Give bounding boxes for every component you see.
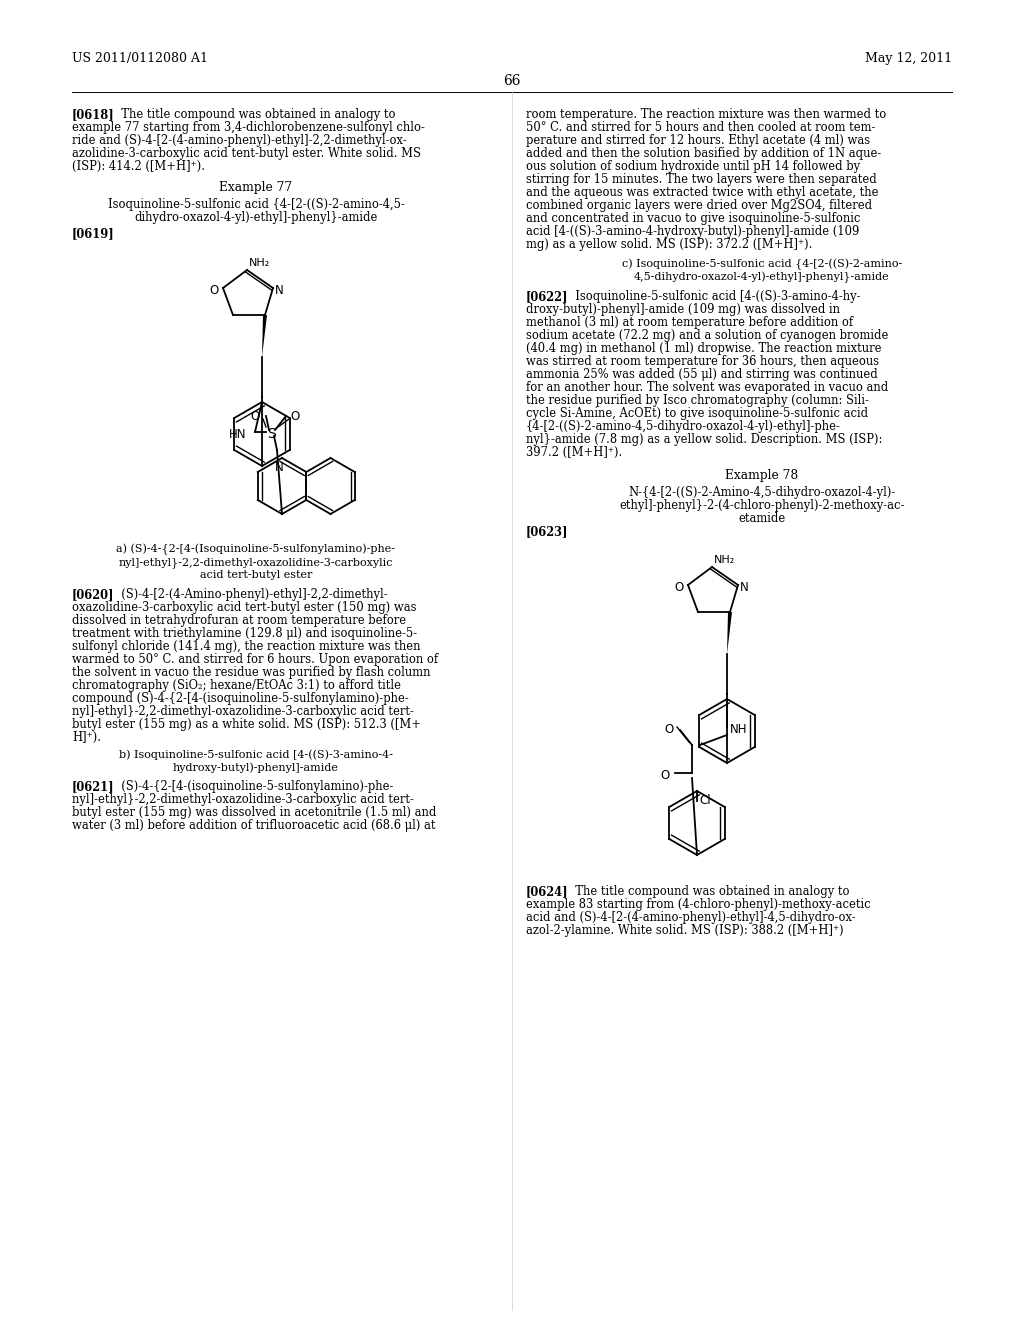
Text: O: O [250,411,259,422]
Text: warmed to 50° C. and stirred for 6 hours. Upon evaporation of: warmed to 50° C. and stirred for 6 hours… [72,653,438,667]
Text: nyl]-ethyl}-2,2-dimethyl-oxazolidine-3-carboxylic: nyl]-ethyl}-2,2-dimethyl-oxazolidine-3-c… [119,557,393,568]
Text: stirring for 15 minutes. The two layers were then separated: stirring for 15 minutes. The two layers … [526,173,877,186]
Text: [0624]: [0624] [526,884,568,898]
Text: O: O [660,770,670,781]
Text: and the aqueous was extracted twice with ethyl acetate, the: and the aqueous was extracted twice with… [526,186,879,199]
Text: US 2011/0112080 A1: US 2011/0112080 A1 [72,51,208,65]
Text: Example 77: Example 77 [219,181,293,194]
Text: Isoquinoline-5-sulfonic acid [4-((S)-3-amino-4-hy-: Isoquinoline-5-sulfonic acid [4-((S)-3-a… [568,290,860,304]
Text: (S)-4-[2-(4-Amino-phenyl)-ethyl]-2,2-dimethyl-: (S)-4-[2-(4-Amino-phenyl)-ethyl]-2,2-dim… [114,587,388,601]
Text: combined organic layers were dried over Mg2SO4, filtered: combined organic layers were dried over … [526,199,872,213]
Text: butyl ester (155 mg) was dissolved in acetonitrile (1.5 ml) and: butyl ester (155 mg) was dissolved in ac… [72,807,436,818]
Text: b) Isoquinoline-5-sulfonic acid [4-((S)-3-amino-4-: b) Isoquinoline-5-sulfonic acid [4-((S)-… [119,748,393,759]
Text: [0619]: [0619] [72,227,115,240]
Text: chromatography (SiO₂; hexane/EtOAc 3:1) to afford title: chromatography (SiO₂; hexane/EtOAc 3:1) … [72,678,401,692]
Text: added and then the solution basified by addition of 1N aque-: added and then the solution basified by … [526,147,882,160]
Text: NH₂: NH₂ [714,554,735,565]
Text: c) Isoquinoline-5-sulfonic acid {4-[2-((S)-2-amino-: c) Isoquinoline-5-sulfonic acid {4-[2-((… [622,259,902,271]
Text: 50° C. and stirred for 5 hours and then cooled at room tem-: 50° C. and stirred for 5 hours and then … [526,121,876,135]
Text: NH₂: NH₂ [249,257,270,268]
Text: N: N [275,284,284,297]
Text: treatment with triethylamine (129.8 μl) and isoquinoline-5-: treatment with triethylamine (129.8 μl) … [72,627,417,640]
Text: Cl: Cl [699,795,711,807]
Text: water (3 ml) before addition of trifluoroacetic acid (68.6 μl) at: water (3 ml) before addition of trifluor… [72,818,435,832]
Text: 66: 66 [503,74,521,88]
Polygon shape [727,612,732,653]
Text: was stirred at room temperature for 36 hours, then aqueous: was stirred at room temperature for 36 h… [526,355,880,368]
Text: nyl}-amide (7.8 mg) as a yellow solid. Description. MS (ISP):: nyl}-amide (7.8 mg) as a yellow solid. D… [526,433,883,446]
Text: [0623]: [0623] [526,525,568,539]
Text: 397.2 ([M+H]⁺).: 397.2 ([M+H]⁺). [526,446,623,459]
Text: The title compound was obtained in analogy to: The title compound was obtained in analo… [568,884,850,898]
Text: butyl ester (155 mg) as a white solid. MS (ISP): 512.3 ([M+: butyl ester (155 mg) as a white solid. M… [72,718,421,731]
Text: methanol (3 ml) at room temperature before addition of: methanol (3 ml) at room temperature befo… [526,315,853,329]
Text: O: O [664,723,673,737]
Text: ethyl]-phenyl}-2-(4-chloro-phenyl)-2-methoxy-ac-: ethyl]-phenyl}-2-(4-chloro-phenyl)-2-met… [620,499,904,512]
Text: azolidine-3-carboxylic acid tent-butyl ester. White solid. MS: azolidine-3-carboxylic acid tent-butyl e… [72,147,421,160]
Text: acid tert-butyl ester: acid tert-butyl ester [200,570,312,579]
Text: N: N [740,581,749,594]
Text: [0622]: [0622] [526,290,568,304]
Text: ride and (S)-4-[2-(4-amino-phenyl)-ethyl]-2,2-dimethyl-ox-: ride and (S)-4-[2-(4-amino-phenyl)-ethyl… [72,135,407,147]
Text: Example 78: Example 78 [725,469,799,482]
Text: O: O [209,284,218,297]
Text: Isoquinoline-5-sulfonic acid {4-[2-((S)-2-amino-4,5-: Isoquinoline-5-sulfonic acid {4-[2-((S)-… [108,198,404,211]
Text: room temperature. The reaction mixture was then warmed to: room temperature. The reaction mixture w… [526,108,886,121]
Text: O: O [674,581,683,594]
Text: The title compound was obtained in analogy to: The title compound was obtained in analo… [114,108,395,121]
Text: nyl]-ethyl}-2,2-dimethyl-oxazolidine-3-carboxylic acid tert-: nyl]-ethyl}-2,2-dimethyl-oxazolidine-3-c… [72,705,414,718]
Text: the solvent in vacuo the residue was purified by flash column: the solvent in vacuo the residue was pur… [72,667,430,678]
Text: example 77 starting from 3,4-dichlorobenzene-sulfonyl chlo-: example 77 starting from 3,4-dichloroben… [72,121,425,135]
Text: (40.4 mg) in methanol (1 ml) dropwise. The reaction mixture: (40.4 mg) in methanol (1 ml) dropwise. T… [526,342,882,355]
Text: [0618]: [0618] [72,108,115,121]
Text: hydroxy-butyl)-phenyl]-amide: hydroxy-butyl)-phenyl]-amide [173,762,339,772]
Text: ammonia 25% was added (55 μl) and stirring was continued: ammonia 25% was added (55 μl) and stirri… [526,368,878,381]
Text: S: S [267,426,275,441]
Text: H]⁺).: H]⁺). [72,731,101,744]
Text: perature and stirred for 12 hours. Ethyl acetate (4 ml) was: perature and stirred for 12 hours. Ethyl… [526,135,870,147]
Text: and concentrated in vacuo to give isoquinoline-5-sulfonic: and concentrated in vacuo to give isoqui… [526,213,860,224]
Text: N-{4-[2-((S)-2-Amino-4,5-dihydro-oxazol-4-yl)-: N-{4-[2-((S)-2-Amino-4,5-dihydro-oxazol-… [629,486,896,499]
Text: dihydro-oxazol-4-yl)-ethyl]-phenyl}-amide: dihydro-oxazol-4-yl)-ethyl]-phenyl}-amid… [134,211,378,224]
Text: the residue purified by Isco chromatography (column: Sili-: the residue purified by Isco chromatogra… [526,393,869,407]
Text: [0621]: [0621] [72,780,115,793]
Text: May 12, 2011: May 12, 2011 [865,51,952,65]
Text: (S)-4-{2-[4-(isoquinoline-5-sulfonylamino)-phe-: (S)-4-{2-[4-(isoquinoline-5-sulfonylamin… [114,780,393,793]
Text: ous solution of sodium hydroxide until pH 14 followed by: ous solution of sodium hydroxide until p… [526,160,860,173]
Text: O: O [290,411,299,422]
Text: 4,5-dihydro-oxazol-4-yl)-ethyl]-phenyl}-amide: 4,5-dihydro-oxazol-4-yl)-ethyl]-phenyl}-… [634,272,890,284]
Text: droxy-butyl)-phenyl]-amide (109 mg) was dissolved in: droxy-butyl)-phenyl]-amide (109 mg) was … [526,304,840,315]
Text: mg) as a yellow solid. MS (ISP): 372.2 ([M+H]⁺).: mg) as a yellow solid. MS (ISP): 372.2 (… [526,238,812,251]
Text: cycle Si-Amine, AcOEt) to give isoquinoline-5-sulfonic acid: cycle Si-Amine, AcOEt) to give isoquinol… [526,407,868,420]
Text: {4-[2-((S)-2-amino-4,5-dihydro-oxazol-4-yl)-ethyl]-phe-: {4-[2-((S)-2-amino-4,5-dihydro-oxazol-4-… [526,420,841,433]
Text: NH: NH [730,723,748,737]
Text: oxazolidine-3-carboxylic acid tert-butyl ester (150 mg) was: oxazolidine-3-carboxylic acid tert-butyl… [72,601,417,614]
Text: etamide: etamide [738,512,785,525]
Text: example 83 starting from (4-chloro-phenyl)-methoxy-acetic: example 83 starting from (4-chloro-pheny… [526,898,870,911]
Text: N: N [274,461,284,474]
Text: for an another hour. The solvent was evaporated in vacuo and: for an another hour. The solvent was eva… [526,381,888,393]
Polygon shape [262,315,267,356]
Text: nyl]-ethyl}-2,2-dimethyl-oxazolidine-3-carboxylic acid tert-: nyl]-ethyl}-2,2-dimethyl-oxazolidine-3-c… [72,793,414,807]
Text: dissolved in tetrahydrofuran at room temperature before: dissolved in tetrahydrofuran at room tem… [72,614,407,627]
Text: [0620]: [0620] [72,587,115,601]
Text: acid and (S)-4-[2-(4-amino-phenyl)-ethyl]-4,5-dihydro-ox-: acid and (S)-4-[2-(4-amino-phenyl)-ethyl… [526,911,856,924]
Text: sulfonyl chloride (141.4 mg), the reaction mixture was then: sulfonyl chloride (141.4 mg), the reacti… [72,640,421,653]
Text: azol-2-ylamine. White solid. MS (ISP): 388.2 ([M+H]⁺): azol-2-ylamine. White solid. MS (ISP): 3… [526,924,844,937]
Text: HN: HN [229,428,247,441]
Text: sodium acetate (72.2 mg) and a solution of cyanogen bromide: sodium acetate (72.2 mg) and a solution … [526,329,889,342]
Text: compound (S)-4-{2-[4-(isoquinoline-5-sulfonylamino)-phe-: compound (S)-4-{2-[4-(isoquinoline-5-sul… [72,692,409,705]
Text: (ISP): 414.2 ([M+H]⁺).: (ISP): 414.2 ([M+H]⁺). [72,160,205,173]
Text: acid [4-((S)-3-amino-4-hydroxy-butyl)-phenyl]-amide (109: acid [4-((S)-3-amino-4-hydroxy-butyl)-ph… [526,224,859,238]
Text: a) (S)-4-{2-[4-(Isoquinoline-5-sulfonylamino)-phe-: a) (S)-4-{2-[4-(Isoquinoline-5-sulfonyla… [117,544,395,556]
